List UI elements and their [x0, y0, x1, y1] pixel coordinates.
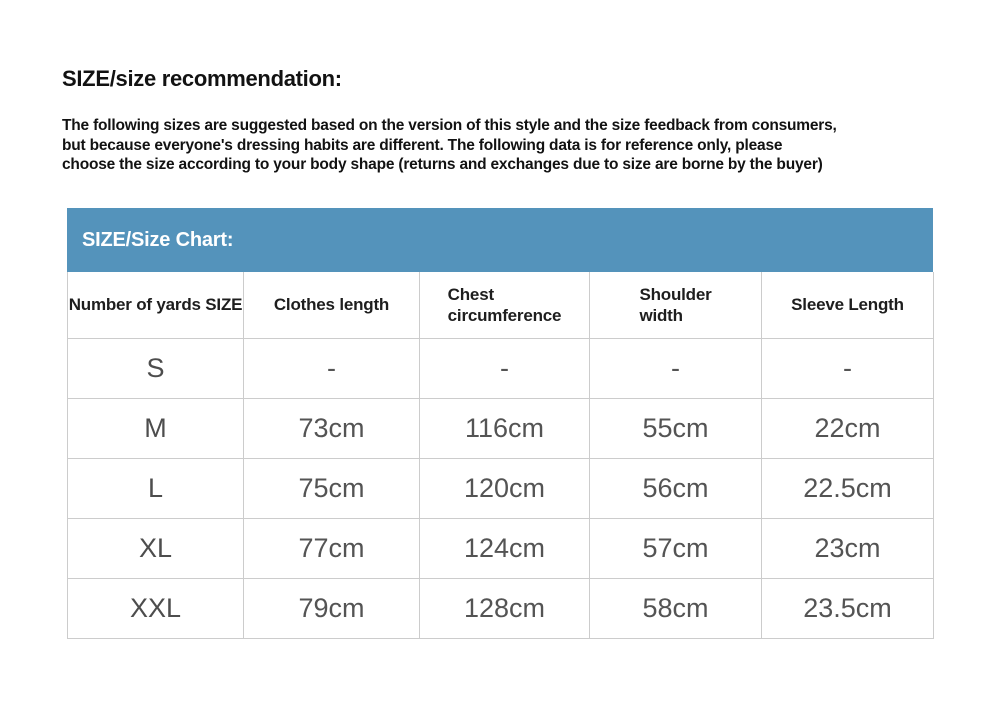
column-header-clothes-length: Clothes length [243, 271, 420, 339]
value-cell: 116cm [419, 398, 590, 459]
column-header-label: Sleeve Length [791, 295, 904, 315]
note-line: choose the size according to your body s… [62, 156, 823, 173]
column-header-label: Chest circumference [447, 284, 562, 325]
table-row-l: L 75cm 120cm 56cm 22.5cm [67, 458, 934, 519]
size-chart-banner: SIZE/Size Chart: [67, 207, 933, 272]
note-line: but because everyone's dressing habits a… [62, 136, 783, 154]
value-cell: 77cm [243, 518, 420, 579]
value-cell: 128cm [419, 578, 590, 639]
size-cell: M [67, 398, 244, 459]
value-cell: 22.5cm [761, 458, 934, 519]
value-cell: - [589, 338, 762, 399]
column-header-shoulder-width: Shoulder width [589, 271, 762, 339]
size-cell: L [67, 458, 244, 519]
value-cell: 56cm [589, 458, 762, 519]
column-header-label: Number of yards SIZE [68, 295, 243, 315]
value-cell: 23cm [761, 518, 934, 579]
column-header-sleeve-length: Sleeve Length [761, 271, 934, 339]
table-row-xxl: XXL 79cm 128cm 58cm 23.5cm [67, 578, 934, 639]
value-cell: 73cm [243, 398, 420, 459]
column-header-size: Number of yards SIZE [67, 271, 244, 339]
value-cell: 23.5cm [761, 578, 934, 639]
value-cell: - [243, 338, 420, 399]
value-cell: 22cm [761, 398, 934, 459]
value-cell: 55cm [589, 398, 762, 459]
table-row-m: M 73cm 116cm 55cm 22cm [67, 398, 934, 459]
value-cell: - [419, 338, 590, 399]
value-cell: 57cm [589, 518, 762, 579]
value-cell: 58cm [589, 578, 762, 639]
size-cell: XXL [67, 578, 244, 639]
table-row-xl: XL 77cm 124cm 57cm 23cm [67, 518, 934, 579]
size-cell: XL [67, 518, 244, 579]
page-title: SIZE/size recommendation: [62, 66, 342, 91]
column-header-chest-circumference: Chest circumference [419, 271, 590, 339]
note-line: The following sizes are suggested based … [62, 117, 837, 134]
value-cell: 75cm [243, 458, 420, 519]
table-row-s: S - - - - [67, 338, 934, 399]
column-header-label: Clothes length [273, 295, 390, 315]
value-cell: 120cm [419, 458, 590, 519]
value-cell: - [761, 338, 934, 399]
value-cell: 124cm [419, 518, 590, 579]
size-recommendation-note: The following sizes are suggested based … [62, 116, 942, 175]
header-row: Number of yards SIZE Clothes length Ches… [67, 271, 934, 339]
value-cell: 79cm [243, 578, 420, 639]
size-recommendation-page: SIZE/size recommendation: The following … [0, 66, 1000, 708]
size-cell: S [67, 338, 244, 399]
size-chart-table: Number of yards SIZE Clothes length Ches… [67, 271, 934, 639]
column-header-label: Shoulder width [639, 284, 712, 325]
